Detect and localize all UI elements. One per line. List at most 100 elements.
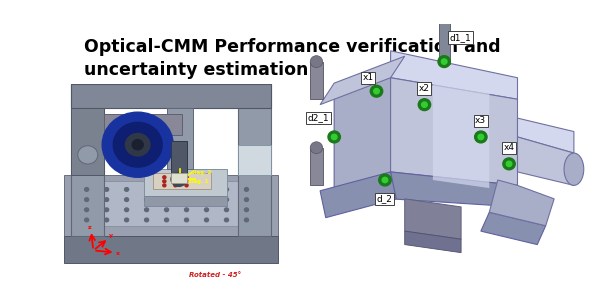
Circle shape (132, 140, 143, 150)
Polygon shape (433, 83, 490, 188)
Circle shape (85, 218, 89, 222)
Circle shape (145, 198, 149, 202)
Bar (310, 62, 323, 99)
Polygon shape (167, 108, 193, 169)
Polygon shape (104, 114, 182, 135)
Circle shape (85, 187, 89, 191)
Polygon shape (405, 231, 461, 253)
Text: x4: x4 (503, 143, 514, 152)
Circle shape (185, 198, 188, 202)
Polygon shape (153, 173, 211, 190)
Circle shape (185, 218, 188, 222)
Circle shape (125, 134, 150, 156)
Circle shape (174, 176, 177, 179)
Polygon shape (64, 175, 278, 236)
Circle shape (418, 99, 431, 111)
Circle shape (382, 177, 388, 183)
Polygon shape (64, 236, 278, 263)
Circle shape (224, 218, 229, 222)
Circle shape (478, 134, 484, 140)
Circle shape (163, 176, 166, 179)
Circle shape (328, 131, 340, 143)
Circle shape (205, 187, 209, 191)
Circle shape (185, 187, 188, 191)
Circle shape (224, 198, 229, 202)
Circle shape (145, 218, 149, 222)
Circle shape (164, 218, 169, 222)
Circle shape (125, 218, 128, 222)
Circle shape (85, 208, 89, 212)
Circle shape (104, 218, 109, 222)
Text: x1: x1 (362, 73, 374, 82)
Circle shape (125, 187, 128, 191)
Circle shape (244, 187, 248, 191)
Text: z: z (88, 225, 91, 230)
Bar (238, 145, 271, 175)
Circle shape (185, 176, 188, 179)
Polygon shape (334, 64, 391, 199)
Text: diag. 1: diag. 1 (188, 179, 208, 184)
Circle shape (374, 89, 379, 94)
Polygon shape (517, 118, 574, 153)
Polygon shape (391, 78, 517, 185)
Circle shape (104, 198, 109, 202)
Circle shape (244, 198, 248, 202)
Circle shape (174, 180, 177, 183)
Polygon shape (171, 141, 187, 175)
Text: x2: x2 (419, 84, 430, 93)
Circle shape (145, 187, 149, 191)
Polygon shape (490, 180, 554, 226)
Circle shape (442, 59, 447, 64)
Text: x: x (116, 251, 120, 256)
Circle shape (244, 218, 248, 222)
Polygon shape (391, 51, 517, 99)
Circle shape (205, 198, 209, 202)
Circle shape (506, 161, 512, 167)
Text: diag. 2: diag. 2 (191, 170, 212, 175)
Text: d_2: d_2 (377, 194, 392, 203)
Polygon shape (71, 84, 271, 108)
Polygon shape (71, 108, 104, 175)
Circle shape (163, 184, 166, 187)
Text: y: y (109, 233, 113, 238)
Circle shape (185, 208, 188, 212)
Text: d2_1: d2_1 (307, 114, 329, 123)
Polygon shape (391, 172, 517, 207)
Polygon shape (78, 181, 264, 226)
Circle shape (438, 56, 451, 68)
Circle shape (503, 158, 515, 170)
Polygon shape (145, 169, 227, 196)
Circle shape (437, 9, 451, 23)
Circle shape (224, 208, 229, 212)
Circle shape (104, 187, 109, 191)
Circle shape (104, 208, 109, 212)
Circle shape (171, 172, 187, 186)
Circle shape (310, 56, 323, 68)
Circle shape (205, 218, 209, 222)
Circle shape (244, 208, 248, 212)
Circle shape (163, 180, 166, 183)
Circle shape (422, 102, 427, 107)
Circle shape (185, 180, 188, 183)
Circle shape (185, 184, 188, 187)
Circle shape (475, 131, 487, 143)
Circle shape (164, 208, 169, 212)
Polygon shape (71, 84, 104, 236)
Polygon shape (517, 137, 574, 185)
Circle shape (331, 134, 337, 140)
Circle shape (85, 198, 89, 202)
Circle shape (379, 174, 391, 186)
Polygon shape (481, 212, 546, 245)
Polygon shape (320, 172, 396, 218)
Polygon shape (238, 84, 271, 236)
Text: Rotated - 45°: Rotated - 45° (189, 272, 241, 278)
Circle shape (164, 187, 169, 191)
Bar (439, 10, 450, 64)
Text: d1_1: d1_1 (450, 33, 472, 42)
Ellipse shape (564, 153, 584, 185)
Circle shape (145, 208, 149, 212)
Bar (171, 173, 187, 183)
Bar (310, 148, 323, 185)
Circle shape (224, 187, 229, 191)
Polygon shape (320, 56, 405, 105)
